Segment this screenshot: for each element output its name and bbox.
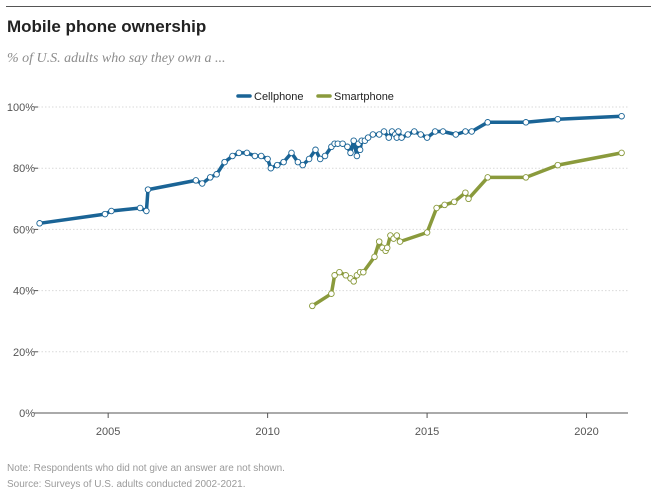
legend: Cellphone Smartphone	[236, 91, 394, 103]
cellphone-point	[423, 134, 431, 141]
smartphone-point	[554, 161, 562, 169]
cellphone-point	[299, 161, 306, 169]
smartphone-point	[423, 229, 431, 236]
cellphone-point	[273, 161, 281, 169]
smartphone-point	[360, 268, 367, 276]
smartphone-point	[309, 302, 316, 310]
cellphone-point	[312, 146, 319, 154]
smartphone-point	[375, 238, 383, 245]
cellphone-line	[37, 114, 624, 226]
cellphone-point	[192, 177, 200, 184]
cellphone-point	[364, 134, 372, 141]
legend-label-smartphone: Smartphone	[334, 91, 394, 103]
cellphone-point	[136, 204, 144, 212]
cellphone-point	[229, 152, 236, 160]
top-rule	[6, 6, 651, 7]
chart-title: Mobile phone ownership	[7, 17, 207, 36]
cellphone-point	[347, 149, 354, 157]
smartphone-point	[350, 278, 357, 285]
x-tick-label: 2015	[415, 426, 439, 438]
cellphone-point	[305, 155, 313, 163]
y-tick-label: 40%	[13, 286, 35, 298]
cellphone-point	[417, 131, 424, 138]
cellphone-point	[404, 131, 412, 138]
smartphone-point	[396, 238, 404, 245]
cellphone-point	[468, 128, 475, 135]
cellphone-point	[395, 128, 402, 135]
x-tick-label: 2020	[574, 426, 598, 438]
y-tick-label: 80%	[13, 163, 35, 175]
cellphone-point	[618, 112, 625, 120]
smartphone-point	[342, 272, 350, 279]
cellphone-point	[431, 128, 439, 135]
cellphone-point	[339, 140, 346, 147]
smartphone-line	[310, 151, 624, 308]
footnote: Note: Respondents who did not give an an…	[7, 463, 285, 474]
smartphone-point	[484, 174, 491, 181]
smartphone-point	[336, 268, 343, 276]
axes: 0% 20% 40% 60% 80% 100% 2005 2010 2015 2020	[7, 102, 628, 438]
y-tick-label: 60%	[13, 224, 35, 236]
cellphone-point	[344, 143, 351, 151]
cellphone-point	[101, 210, 109, 218]
legend-label-cellphone: Cellphone	[254, 91, 304, 103]
x-tick-label: 2005	[96, 426, 120, 438]
cellphone-point	[144, 186, 152, 193]
cellphone-point	[294, 158, 302, 166]
smartphone-point	[383, 244, 391, 252]
cellphone-point	[213, 171, 220, 178]
cellphone-point	[316, 155, 324, 163]
smartphone-point	[371, 253, 378, 261]
chart-subtitle: % of U.S. adults who say they own a ...	[7, 51, 226, 66]
cellphone-point	[439, 128, 447, 135]
x-tick-label: 2010	[255, 426, 279, 438]
cellphone-point	[267, 164, 275, 172]
cellphone-point	[280, 158, 287, 166]
smartphone-point	[450, 198, 458, 206]
cellphone-point	[411, 128, 418, 135]
cellphone-point	[251, 152, 259, 160]
cellphone-point	[321, 152, 329, 160]
smartphone-point	[433, 204, 440, 212]
cellphone-point	[36, 220, 43, 227]
cellphone-point	[350, 137, 357, 144]
cellphone-point	[143, 207, 150, 215]
source-note: Source: Surveys of U.S. adults conducted…	[7, 479, 246, 490]
y-tick-label: 0%	[19, 408, 35, 420]
cellphone-point	[385, 134, 393, 141]
cellphone-point	[369, 131, 377, 138]
cellphone-point	[452, 131, 460, 138]
cellphone-point	[257, 152, 265, 160]
cellphone-point	[380, 128, 388, 135]
cellphone-point	[206, 174, 214, 181]
cellphone-point	[462, 128, 469, 135]
smartphone-point	[328, 290, 335, 297]
cellphone-point	[288, 149, 295, 157]
smartphone-point	[522, 174, 530, 181]
cellphone-point	[198, 180, 206, 187]
series-layer	[36, 112, 625, 310]
cellphone-point	[221, 158, 228, 166]
cellphone-point	[522, 119, 530, 126]
smartphone-point	[462, 189, 469, 196]
smartphone-point	[618, 149, 625, 157]
cellphone-point	[375, 131, 383, 138]
cellphone-point	[356, 146, 364, 154]
y-tick-label: 20%	[13, 347, 35, 359]
smartphone-point	[441, 201, 448, 209]
cellphone-point	[554, 115, 562, 123]
cellphone-point	[264, 155, 271, 163]
cellphone-point	[398, 134, 405, 141]
cellphone-point	[108, 207, 115, 215]
y-tick-label: 100%	[7, 102, 35, 114]
cellphone-point	[235, 149, 243, 157]
cellphone-point	[353, 152, 361, 160]
smartphone-point	[393, 232, 401, 239]
cellphone-point	[243, 149, 251, 157]
smartphone-point	[331, 272, 338, 279]
cellphone-point	[484, 119, 491, 126]
smartphone-point	[465, 195, 472, 203]
